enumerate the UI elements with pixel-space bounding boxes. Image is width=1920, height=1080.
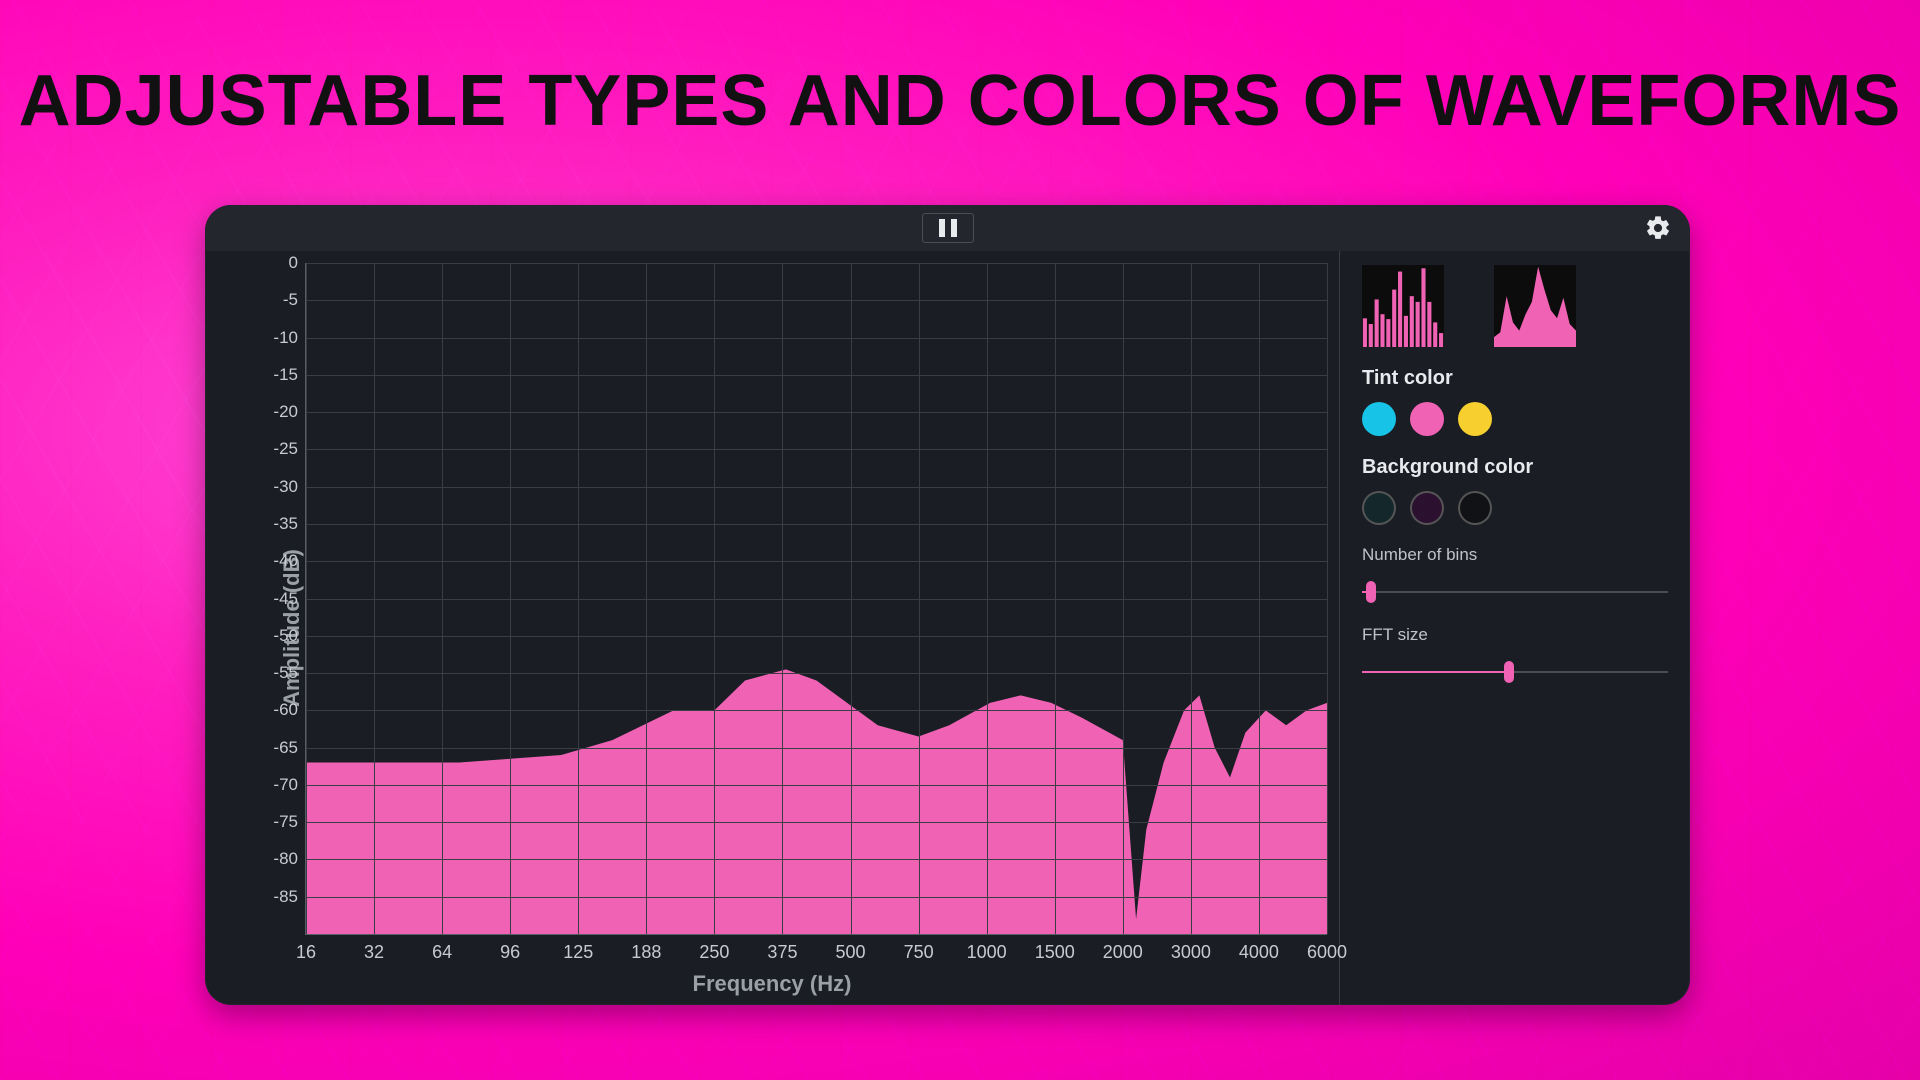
grid-line-h <box>306 487 1327 488</box>
y-tick: -45 <box>273 589 298 609</box>
x-tick: 2000 <box>1103 942 1143 963</box>
x-tick: 1000 <box>967 942 1007 963</box>
tint-swatch[interactable] <box>1362 402 1396 436</box>
tint-color-row <box>1362 402 1668 436</box>
y-tick: -20 <box>273 402 298 422</box>
grid-line-h <box>306 263 1327 264</box>
waveform-style-area[interactable] <box>1494 265 1576 347</box>
x-tick: 96 <box>500 942 520 963</box>
waveform-style-bars[interactable] <box>1362 265 1444 347</box>
x-tick: 16 <box>296 942 316 963</box>
tint-swatch[interactable] <box>1410 402 1444 436</box>
fft-slider[interactable] <box>1362 661 1668 683</box>
background-color-label: Background color <box>1362 456 1668 479</box>
y-tick: -70 <box>273 775 298 795</box>
grid-line-h <box>306 897 1327 898</box>
grid-line-v <box>1191 263 1192 934</box>
grid-line-v <box>851 263 852 934</box>
grid-line-h <box>306 859 1327 860</box>
x-tick: 250 <box>699 942 729 963</box>
app-window: Amplitude (dB) Frequency (Hz) 0-5-10-15-… <box>205 205 1690 1005</box>
grid-line-v <box>1259 263 1260 934</box>
background-swatch[interactable] <box>1458 491 1492 525</box>
grid-line-v <box>919 263 920 934</box>
y-tick: 0 <box>289 253 298 273</box>
grid-line-v <box>987 263 988 934</box>
pause-button[interactable] <box>922 213 974 243</box>
x-tick: 375 <box>767 942 797 963</box>
titlebar <box>205 205 1690 251</box>
grid-line-h <box>306 673 1327 674</box>
background-swatch[interactable] <box>1410 491 1444 525</box>
grid-line-v <box>374 263 375 934</box>
tint-color-label: Tint color <box>1362 367 1668 390</box>
y-tick: -15 <box>273 365 298 385</box>
pause-icon <box>939 219 945 237</box>
grid-line-v <box>1327 263 1328 934</box>
grid-line-h <box>306 599 1327 600</box>
grid-line-v <box>1055 263 1056 934</box>
grid-line-v <box>782 263 783 934</box>
y-tick: -80 <box>273 849 298 869</box>
grid-line-v <box>578 263 579 934</box>
gear-icon <box>1644 214 1672 242</box>
x-tick: 64 <box>432 942 452 963</box>
grid-line-v <box>646 263 647 934</box>
tint-swatch[interactable] <box>1458 402 1492 436</box>
grid-line-v <box>1123 263 1124 934</box>
spectrum-fill <box>306 669 1327 934</box>
grid-line-v <box>442 263 443 934</box>
y-tick: -60 <box>273 700 298 720</box>
grid-line-h <box>306 300 1327 301</box>
y-tick: -10 <box>273 328 298 348</box>
grid-line-h <box>306 710 1327 711</box>
fft-label: FFT size <box>1362 625 1668 645</box>
grid-line-h <box>306 412 1327 413</box>
content-area: Amplitude (dB) Frequency (Hz) 0-5-10-15-… <box>205 251 1690 1005</box>
y-tick: -30 <box>273 477 298 497</box>
background-swatch[interactable] <box>1362 491 1396 525</box>
y-tick: -35 <box>273 514 298 534</box>
x-tick: 500 <box>836 942 866 963</box>
grid-line-h <box>306 636 1327 637</box>
x-tick: 125 <box>563 942 593 963</box>
grid-line-h <box>306 375 1327 376</box>
y-tick: -40 <box>273 551 298 571</box>
grid-line-h <box>306 449 1327 450</box>
x-tick: 1500 <box>1035 942 1075 963</box>
x-tick: 4000 <box>1239 942 1279 963</box>
y-tick: -55 <box>273 663 298 683</box>
grid-line-h <box>306 748 1327 749</box>
x-axis-label: Frequency (Hz) <box>205 971 1339 997</box>
background-color-row <box>1362 491 1668 525</box>
y-tick: -85 <box>273 887 298 907</box>
spectrum-plot[interactable]: 0-5-10-15-20-25-30-35-40-45-50-55-60-65-… <box>305 263 1327 935</box>
settings-panel: Tint color Background color Number of bi… <box>1340 251 1690 1005</box>
x-tick: 750 <box>904 942 934 963</box>
grid-line-v <box>714 263 715 934</box>
grid-line-v <box>510 263 511 934</box>
bins-label: Number of bins <box>1362 545 1668 565</box>
y-tick: -75 <box>273 812 298 832</box>
chart-pane: Amplitude (dB) Frequency (Hz) 0-5-10-15-… <box>205 251 1340 1005</box>
grid-line-h <box>306 561 1327 562</box>
settings-button[interactable] <box>1644 214 1672 242</box>
y-tick: -50 <box>273 626 298 646</box>
grid-line-h <box>306 524 1327 525</box>
y-tick: -65 <box>273 738 298 758</box>
x-tick: 6000 <box>1307 942 1347 963</box>
grid-line-h <box>306 822 1327 823</box>
bins-slider[interactable] <box>1362 581 1668 603</box>
x-tick: 188 <box>631 942 661 963</box>
grid-line-h <box>306 785 1327 786</box>
pause-icon <box>951 219 957 237</box>
grid-line-v <box>306 263 307 934</box>
waveform-style-thumbs <box>1362 265 1668 347</box>
x-tick: 32 <box>364 942 384 963</box>
grid-line-h <box>306 338 1327 339</box>
page-title: ADJUSTABLE TYPES AND COLORS OF WAVEFORMS <box>0 60 1920 142</box>
x-tick: 3000 <box>1171 942 1211 963</box>
y-tick: -5 <box>283 290 298 310</box>
y-tick: -25 <box>273 439 298 459</box>
